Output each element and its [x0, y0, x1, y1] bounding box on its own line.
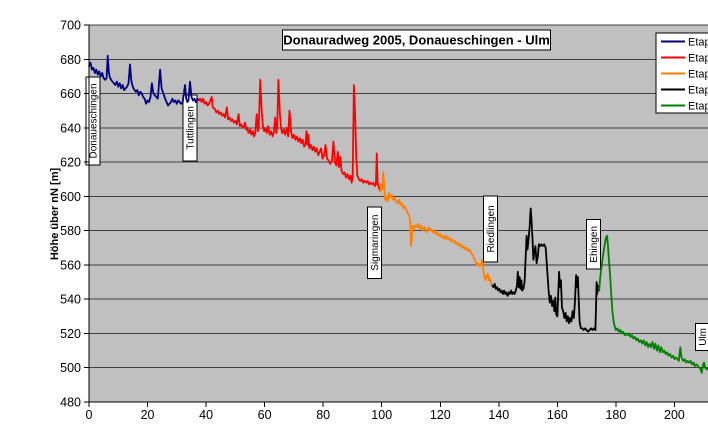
- x-tick-label-120: 120: [430, 408, 451, 422]
- legend-entry-label: Etappe 3: [688, 69, 708, 81]
- x-tick-label-60: 60: [258, 408, 272, 422]
- station-labels: Donaueschingen Tuttlingen Sigmaringen Riedl…: [85, 76, 708, 351]
- axes: [84, 24, 708, 407]
- y-tick-label-520: 520: [60, 327, 81, 341]
- legend-entry-label: Etappe 1: [688, 37, 708, 49]
- x-tick-label-40: 40: [199, 408, 213, 422]
- station-label-text: Tuttlingen: [185, 106, 196, 150]
- series-line-5: [598, 234, 708, 374]
- x-tick-label-160: 160: [547, 408, 568, 422]
- y-tick-label-540: 540: [60, 293, 81, 307]
- legend-entry-2: Etappe 2: [661, 53, 708, 65]
- station-label-box: [585, 219, 601, 270]
- y-tick-label-640: 640: [60, 121, 81, 135]
- y-tick-label-580: 580: [60, 224, 81, 238]
- series-line-1: [88, 54, 200, 107]
- station-label-tuttlingen: Tuttlingen: [182, 94, 198, 162]
- elevation-chart-figure: Donaueschingen Tuttlingen Sigmaringen Riedl…: [40, 16, 708, 428]
- station-label-sigmaringen: Sigmaringen: [367, 206, 383, 279]
- series-line-4: [491, 207, 601, 333]
- chart-canvas: Donaueschingen Tuttlingen Sigmaringen Riedl…: [49, 19, 708, 422]
- legend-entry-1: Etappe 1: [661, 37, 708, 49]
- legend-entry-3: Etappe 3: [661, 69, 708, 81]
- station-label-ulm: Ulm: [695, 322, 708, 351]
- legend-entry-5: Etappe 5: [661, 101, 708, 113]
- station-label-donaueschingen: Donaueschingen: [85, 76, 101, 166]
- station-label-ehingen: Ehingen: [585, 219, 601, 270]
- legend-entry-4: Etappe 4: [661, 85, 708, 97]
- legend: Etappe 1 Etappe 2 Etappe 3 Etappe 4 Etappe 5: [655, 32, 708, 114]
- x-tick-label-100: 100: [371, 408, 392, 422]
- station-label-text: Donaueschingen: [89, 83, 100, 158]
- data-series: [88, 54, 708, 374]
- station-label-text: Ehingen: [589, 226, 600, 263]
- station-label-box: [695, 322, 708, 351]
- series-line-2: [197, 78, 382, 193]
- y-tick-label-480: 480: [60, 396, 81, 410]
- y-axis-title: Höhe über nN [m]: [49, 168, 61, 261]
- y-tick-label-560: 560: [60, 258, 81, 272]
- legend-entry-label: Etappe 5: [688, 101, 708, 113]
- station-label-text: Ulm: [698, 328, 708, 346]
- y-tick-label-680: 680: [60, 53, 81, 67]
- x-tick-label-80: 80: [316, 408, 330, 422]
- y-tick-label-500: 500: [60, 361, 81, 375]
- station-label-riedlingen: Riedlingen: [483, 195, 499, 263]
- x-tick-label-180: 180: [605, 408, 626, 422]
- x-tick-label-200: 200: [664, 408, 685, 422]
- legend-entry-label: Etappe 4: [688, 85, 708, 97]
- x-tick-label-20: 20: [141, 408, 155, 422]
- station-label-box: [483, 195, 499, 263]
- station-label-box: [182, 94, 198, 162]
- y-tick-label-660: 660: [60, 87, 81, 101]
- x-tick-label-0: 0: [86, 408, 93, 422]
- station-label-text: Riedlingen: [486, 205, 497, 252]
- x-tick-label-140: 140: [488, 408, 509, 422]
- y-tick-label-700: 700: [60, 19, 81, 33]
- series-line-3: [379, 171, 494, 287]
- y-tick-label-620: 620: [60, 156, 81, 170]
- title-box-rect: [282, 29, 551, 51]
- station-label-text: Sigmaringen: [370, 215, 381, 271]
- plot-area: [88, 24, 708, 403]
- station-label-box: [85, 76, 101, 166]
- station-label-box: [367, 206, 383, 279]
- title-box: Donauradweg 2005, Donaueschingen - Ulm: [282, 29, 551, 51]
- chart-title: Donauradweg 2005, Donaueschingen - Ulm: [283, 33, 550, 48]
- y-tick-label-600: 600: [60, 190, 81, 204]
- legend-entry-label: Etappe 2: [688, 53, 708, 65]
